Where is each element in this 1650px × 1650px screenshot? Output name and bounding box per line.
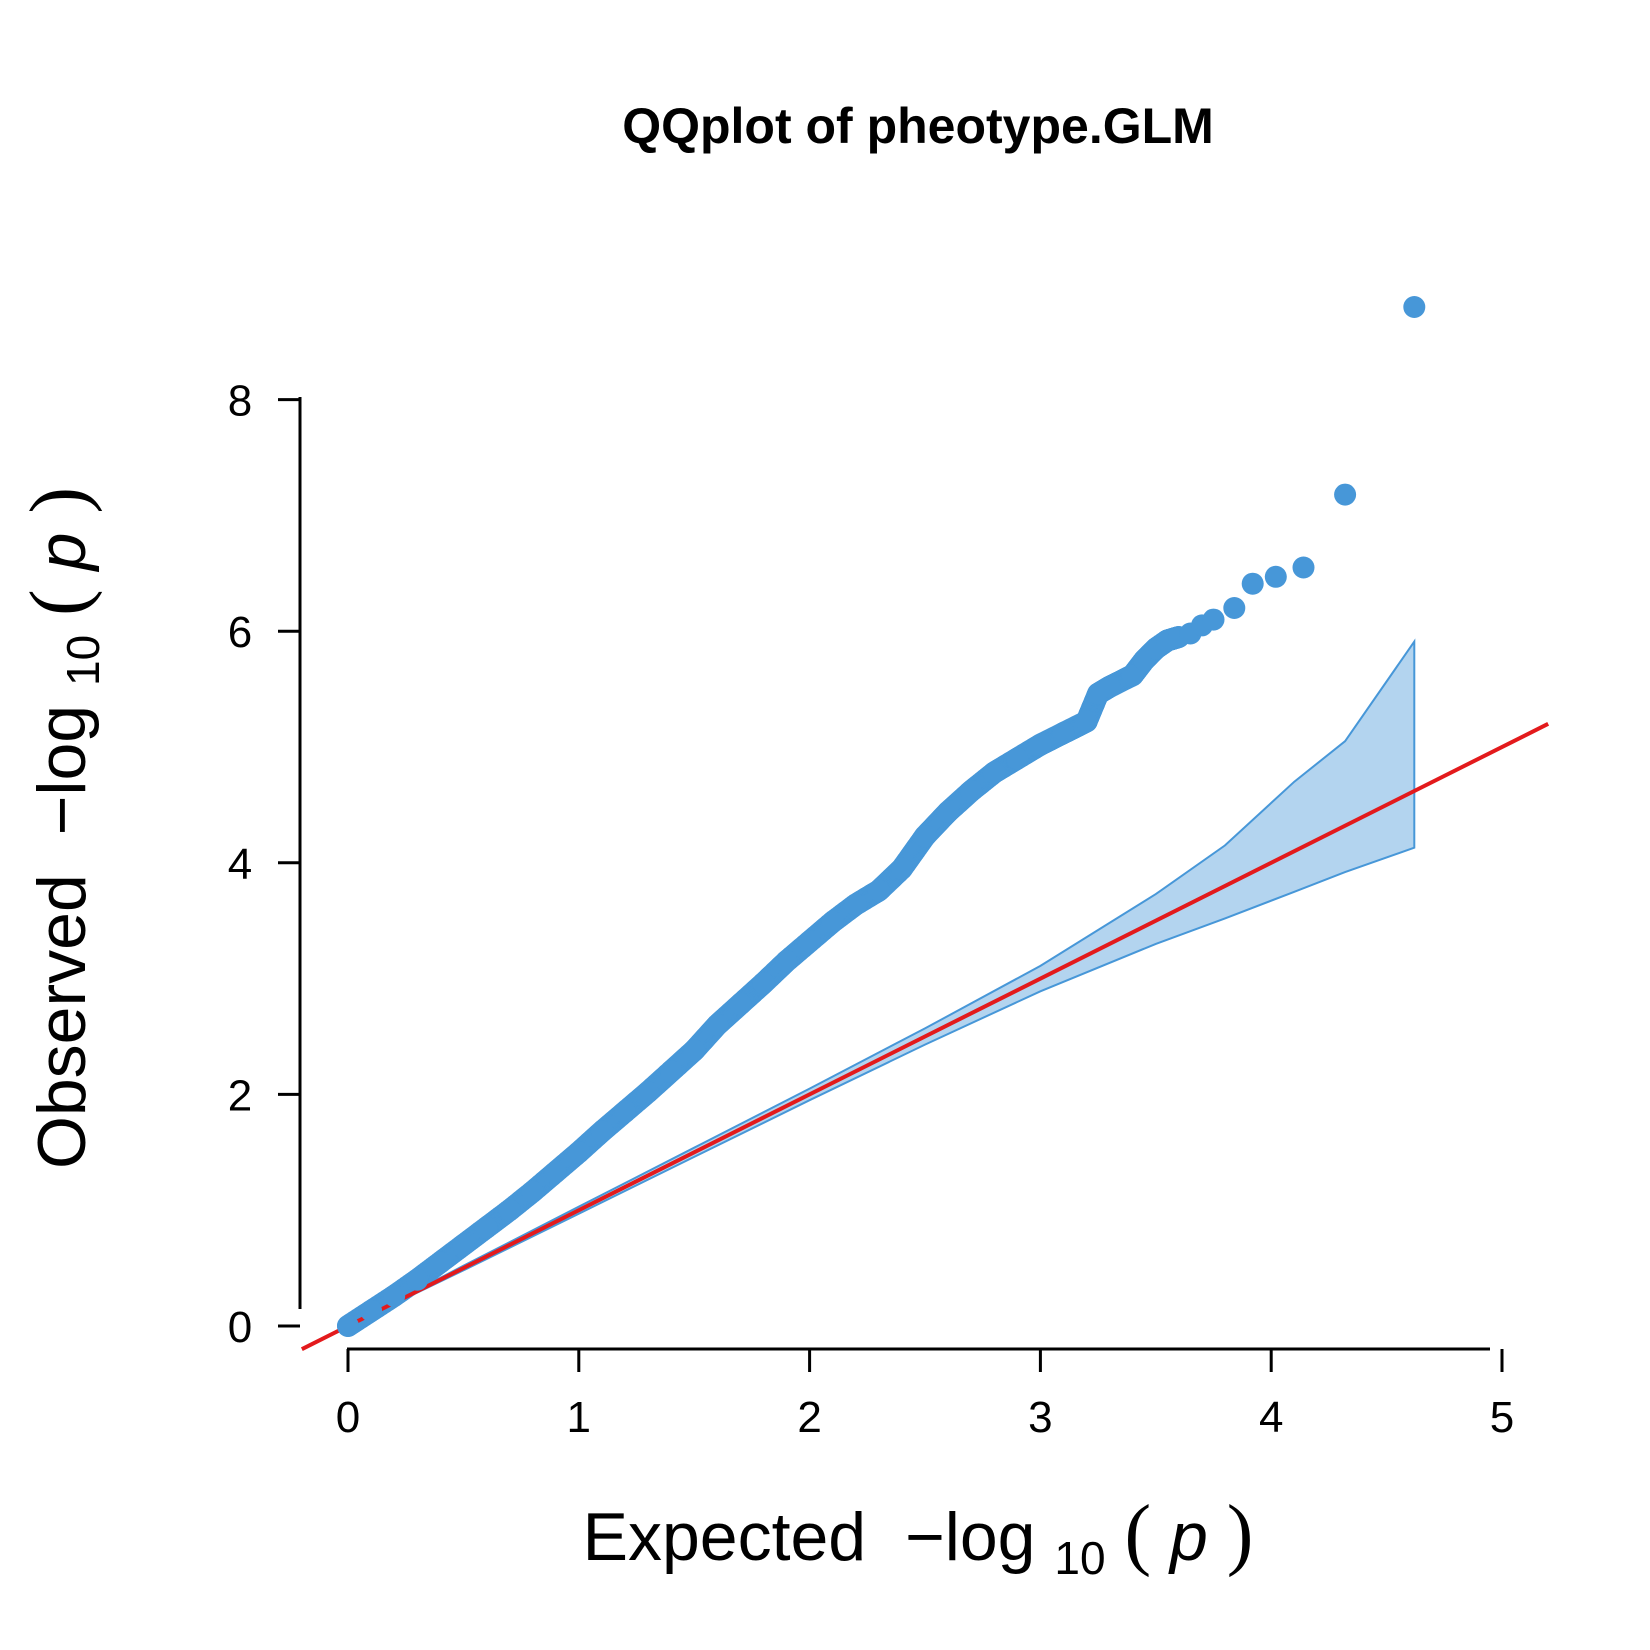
observed-point (406, 1268, 429, 1291)
x-axis-label-sub: 10 (1054, 1532, 1105, 1584)
y-axis-label-prefix: Observed (24, 874, 100, 1169)
x-axis-ticks: 0 1 2 3 4 5 (336, 1349, 1514, 1442)
observed-point (683, 1039, 706, 1062)
x-tick-label: 0 (336, 1393, 360, 1442)
observed-point (1334, 483, 1357, 506)
x-tick-label: 1 (567, 1393, 591, 1442)
x-axis-label-close: ) (1227, 1490, 1254, 1578)
y-axis-label-open: ( (15, 589, 103, 616)
observed-point (337, 1315, 359, 1337)
x-axis-label-fn: −log (905, 1499, 1035, 1575)
x-axis-label: Expected −log 10 ( p ) (583, 1490, 1254, 1589)
y-tick-label: 2 (228, 1071, 252, 1120)
x-axis-label-var: p (1168, 1499, 1208, 1575)
y-tick-label: 4 (228, 840, 252, 889)
chart-title: QQplot of pheotype.GLM (622, 98, 1214, 154)
observed-point (937, 800, 960, 823)
observed-point (706, 1013, 729, 1036)
observed-point (752, 972, 775, 995)
y-axis-label-fn: −log (24, 705, 100, 835)
x-axis-label-open: ( (1124, 1490, 1151, 1578)
y-tick-label: 6 (228, 608, 252, 657)
observed-point (567, 1141, 590, 1164)
x-tick-label: 5 (1490, 1393, 1514, 1442)
observed-point (1121, 664, 1144, 687)
y-tick-label: 0 (228, 1303, 252, 1352)
observed-point (914, 825, 936, 848)
x-tick-label: 3 (1028, 1393, 1052, 1442)
observed-point (1264, 565, 1287, 588)
y-axis-label: Observed −log 10 ( p ) (15, 487, 114, 1169)
observed-point (821, 910, 844, 933)
y-axis-ticks: 0 2 4 6 8 (228, 377, 300, 1352)
observed-point (498, 1199, 521, 1222)
reference-line (300, 722, 1550, 1351)
observed-point (590, 1120, 613, 1143)
observed-point (1075, 710, 1098, 733)
observed-point (383, 1284, 406, 1307)
observed-point (544, 1161, 567, 1183)
observed-point (1241, 572, 1264, 595)
y-axis-label-sub: 10 (57, 635, 109, 686)
observed-point (1292, 556, 1315, 579)
confidence-band (347, 638, 1416, 1327)
observed-point (1029, 733, 1052, 756)
x-tick-label: 4 (1259, 1393, 1283, 1442)
observed-point (360, 1299, 383, 1322)
observed-point (960, 780, 983, 802)
y-tick-label: 8 (228, 377, 252, 426)
observed-point (890, 857, 913, 880)
observed-point (614, 1100, 636, 1123)
x-tick-label: 2 (797, 1393, 821, 1442)
x-axis-label-prefix: Expected (583, 1499, 867, 1575)
observed-point (844, 893, 867, 916)
observed-point (798, 930, 821, 953)
observed-point (729, 993, 752, 1016)
observed-point (637, 1081, 659, 1104)
observed-point (775, 950, 798, 973)
observed-point (983, 761, 1006, 784)
plot-area (300, 296, 1550, 1351)
y-axis-label-var: p (24, 533, 100, 573)
observed-point (1098, 675, 1121, 698)
observed-point (1052, 722, 1075, 745)
observed-point (1202, 608, 1225, 631)
observed-point (1403, 296, 1426, 318)
observed-point (452, 1233, 475, 1256)
y-axis-label-close: ) (15, 487, 103, 514)
observed-point (429, 1251, 452, 1274)
observed-point (867, 879, 890, 902)
observed-point (1223, 597, 1246, 619)
observed-point (475, 1216, 498, 1239)
observed-point (1006, 747, 1029, 770)
observed-point (660, 1060, 683, 1083)
observed-point (521, 1180, 544, 1203)
